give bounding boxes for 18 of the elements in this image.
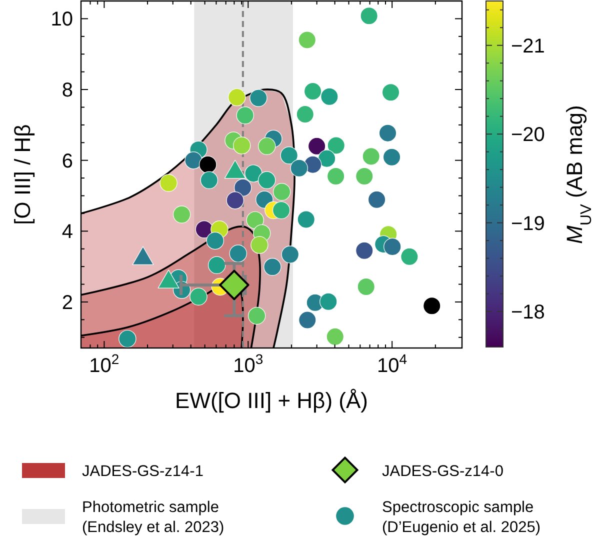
y-axis-title: [O III] / Hβ: [10, 124, 35, 225]
x-tick-label: 10$^{4}$: [377, 351, 408, 377]
y-tick-label: 10: [50, 8, 73, 31]
legend-label: JADES-GS-z14-1: [82, 463, 204, 480]
y-tick-label: 6: [62, 150, 73, 172]
x-axis-title: EW([O III] + Hβ) (Å): [175, 388, 368, 413]
legend-label: Spectroscopic sample (D’Eugenio et al. 2025): [382, 499, 541, 536]
y-tick-label: 2: [62, 292, 73, 314]
color-bar-label: −20: [511, 124, 545, 146]
legend-label: JADES-GS-z14-0: [382, 463, 504, 480]
color-bar-label: −21: [511, 35, 545, 58]
x-tick-label: 10$^{3}$: [233, 351, 264, 377]
y-tick-label: 8: [62, 80, 73, 102]
y-tick-label: 4: [62, 221, 73, 244]
legend-label: Photometric sample (Endsley et al. 2023): [82, 499, 224, 536]
x-tick-label: 10$^{2}$: [89, 351, 120, 377]
color-bar-label: −18: [511, 302, 545, 324]
color-bar-label: −19: [511, 212, 545, 235]
